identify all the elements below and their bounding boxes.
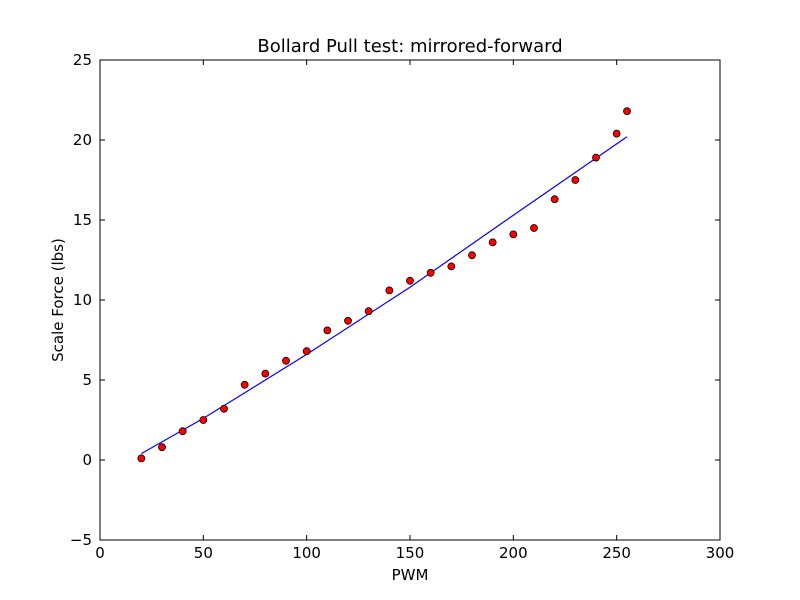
- data-point: [178, 427, 187, 436]
- y-tick-label: 10: [73, 291, 92, 309]
- data-point: [240, 380, 249, 389]
- data-point: [137, 454, 146, 463]
- fit-line-layer: [141, 136, 628, 455]
- data-point: [344, 316, 352, 325]
- data-point: [282, 356, 290, 365]
- data-point: [323, 326, 332, 335]
- data-point: [385, 286, 394, 295]
- x-tick-label: 150: [396, 544, 425, 562]
- x-tick-label: 300: [706, 544, 735, 562]
- data-point: [550, 195, 559, 204]
- data-point: [261, 369, 270, 378]
- data-point: [447, 262, 456, 271]
- x-tick-label: 200: [499, 544, 528, 562]
- x-tick-label: 0: [95, 544, 105, 562]
- x-axis-ticks: 0 50 100 150 200 250 300: [95, 60, 734, 562]
- y-tick-label: 20: [73, 131, 92, 149]
- data-point: [612, 129, 621, 138]
- data-point: [530, 224, 538, 232]
- y-tick-label: 15: [73, 211, 92, 229]
- x-tick-label: 250: [602, 544, 631, 562]
- y-tick-label: 0: [82, 451, 92, 469]
- data-point: [509, 230, 518, 239]
- y-tick-label: −5: [70, 531, 92, 549]
- data-point: [158, 443, 166, 452]
- y-axis-title: Scale Force (lbs): [49, 238, 67, 362]
- fit-line: [141, 136, 628, 455]
- y-tick-label: 5: [82, 371, 92, 389]
- x-tick-label: 50: [194, 544, 213, 562]
- data-point: [571, 176, 580, 184]
- data-point: [406, 276, 414, 285]
- data-point: [468, 251, 476, 260]
- data-point: [199, 416, 208, 424]
- x-axis-title: PWM: [392, 566, 429, 584]
- chart-title: Bollard Pull test: mirrored-forward: [257, 36, 562, 57]
- data-point: [364, 307, 373, 316]
- y-tick-label: 25: [73, 51, 92, 69]
- x-tick-label: 100: [292, 544, 321, 562]
- data-point: [592, 153, 600, 162]
- data-point: [302, 347, 311, 356]
- data-point: [488, 238, 497, 247]
- data-point: [220, 404, 228, 413]
- data-point: [426, 268, 435, 277]
- y-axis-ticks: −5 0 5 10 15 20 25: [70, 51, 720, 549]
- data-points-layer: [137, 107, 631, 463]
- data-point: [623, 107, 631, 116]
